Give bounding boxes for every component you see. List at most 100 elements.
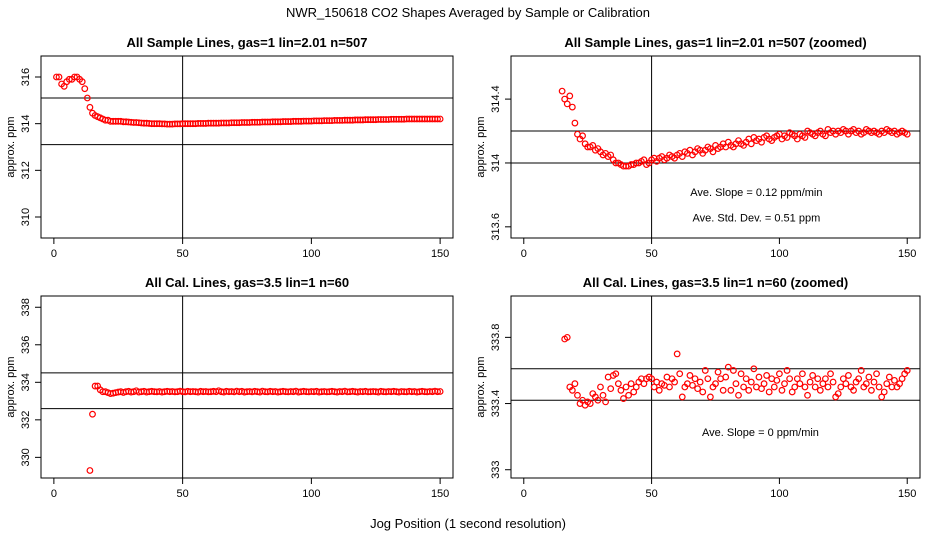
data-point: [625, 391, 632, 399]
data-point: [78, 78, 86, 86]
data-point: [801, 134, 809, 141]
data-point: [89, 410, 96, 418]
data-point: [434, 388, 441, 396]
data-point: [627, 380, 635, 388]
y-tick-label: 330: [20, 448, 32, 466]
chart-panel-2: All Sample Lines, gas=1 lin=2.01 n=507 (…: [475, 35, 921, 260]
data-point: [880, 388, 888, 396]
data-point: [673, 350, 681, 358]
data-point: [735, 391, 742, 399]
plot-frame: [510, 295, 921, 479]
data-point: [617, 386, 625, 394]
data-point: [855, 375, 863, 383]
x-tick-label: 100: [302, 248, 320, 260]
data-point: [745, 386, 753, 394]
data-point: [563, 100, 571, 108]
x-tick-label: 150: [898, 488, 916, 500]
x-tick-label: 100: [302, 488, 320, 500]
data-point: [86, 103, 94, 111]
data-point: [666, 383, 673, 391]
data-point: [857, 367, 865, 374]
data-point: [822, 132, 829, 140]
data-point: [571, 119, 579, 127]
data-point: [732, 380, 740, 388]
chart-title: All Sample Lines, gas=1 lin=2.01 n=507: [127, 35, 368, 50]
data-point: [706, 393, 714, 401]
x-tick-label: 50: [645, 488, 657, 500]
data-point: [806, 378, 814, 386]
plot-frame: [40, 55, 454, 239]
y-tick-label: 334: [20, 373, 32, 391]
data-point: [614, 380, 622, 388]
figure-x-axis-label: Jog Position (1 second resolution): [370, 516, 566, 531]
data-point: [676, 370, 684, 378]
data-point: [53, 73, 60, 81]
data-point: [686, 372, 694, 379]
data-point: [862, 380, 870, 388]
data-point: [783, 367, 791, 374]
data-point: [689, 381, 696, 389]
x-tick-label: 150: [898, 248, 916, 260]
data-point: [778, 386, 786, 394]
x-tick-label: 100: [770, 488, 788, 500]
x-tick-label: 150: [431, 488, 449, 500]
y-axis-label: approx. ppm: [5, 356, 17, 417]
data-point: [586, 400, 594, 407]
data-point: [729, 367, 737, 374]
y-tick-label: 333: [490, 461, 502, 479]
data-point: [579, 132, 586, 140]
figure-title: NWR_150618 CO2 Shapes Averaged by Sample…: [286, 5, 650, 20]
y-tick-label: 333.4: [490, 390, 502, 418]
chart-panel-3: All Cal. Lines, gas=3.5 lin=1 n=60 0 50 100…: [5, 275, 454, 500]
data-point: [86, 467, 94, 474]
data-point: [737, 370, 745, 378]
data-point: [842, 380, 850, 388]
data-point: [816, 386, 824, 394]
data-point: [760, 380, 768, 388]
data-point: [747, 140, 755, 148]
data-point: [83, 94, 91, 102]
data-point: [865, 373, 873, 381]
data-point: [765, 388, 773, 396]
data-point: [620, 395, 627, 402]
y-axis-label: approx. ppm: [475, 116, 487, 177]
data-point: [763, 372, 771, 379]
chart-panel-4: All Cal. Lines, gas=3.5 lin=1 n=60 (zoom…: [475, 275, 921, 500]
x-tick-label: 150: [431, 248, 449, 260]
data-point: [796, 380, 804, 388]
data-point: [597, 383, 604, 391]
data-point: [873, 370, 880, 378]
data-point: [799, 370, 806, 378]
data-point: [827, 370, 834, 378]
data-point: [834, 390, 842, 398]
data-point: [804, 391, 811, 399]
y-tick-label: 314.4: [490, 85, 502, 113]
annotation-text: Ave. Std. Dev. = 0.51 ppm: [693, 213, 821, 225]
data-point: [770, 383, 778, 391]
data-point: [655, 386, 663, 394]
data-point: [791, 383, 799, 391]
y-axis-label: approx. ppm: [5, 116, 17, 177]
data-point: [91, 382, 99, 390]
data-point: [678, 393, 686, 401]
data-point: [750, 365, 758, 373]
chart-title: All Cal. Lines, gas=3.5 lin=1 n=60: [145, 275, 349, 290]
x-tick-label: 0: [51, 248, 57, 260]
data-point: [811, 383, 819, 391]
data-point: [870, 378, 878, 386]
data-point: [885, 373, 893, 381]
data-point: [434, 115, 441, 123]
y-tick-label: 314: [490, 154, 502, 172]
data-point: [845, 372, 852, 379]
annotation-text: Ave. Slope = 0 ppm/min: [702, 427, 819, 439]
data-point: [709, 148, 717, 156]
chart-title: All Sample Lines, gas=1 lin=2.01 n=507 (…: [564, 35, 866, 50]
data-point: [566, 92, 574, 100]
data-point: [701, 367, 709, 374]
y-tick-label: 332: [20, 411, 32, 429]
data-point: [574, 391, 581, 399]
chart-panel-1: All Sample Lines, gas=1 lin=2.01 n=507 0 5…: [5, 35, 454, 260]
annotation-text: Ave. Slope = 0.12 ppm/min: [690, 187, 822, 199]
